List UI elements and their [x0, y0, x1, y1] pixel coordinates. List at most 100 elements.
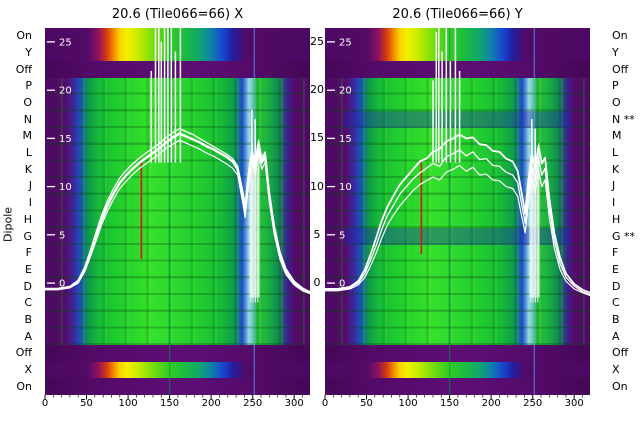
inner-scale-label: 0 [59, 279, 65, 290]
dipole-labels-right: On Y Off P O N ** M L K J I H G ** F E D C B A Off X On [612, 28, 640, 395]
dipole-label-left: X [24, 362, 32, 376]
heatmap-band-purple [325, 344, 590, 362]
x-tick-label: 150 [440, 398, 460, 409]
dipole-label-left: C [24, 296, 32, 310]
inner-scale-label: 10 [339, 182, 352, 193]
dipole-label-left: N [23, 112, 32, 126]
dipole-label-right: A [612, 329, 620, 343]
dipole-label-right: N ** [612, 112, 635, 126]
heatmap-band-rainbow [325, 28, 590, 62]
inner-scale-label: 0 [339, 279, 345, 290]
dipole-label-right: K [612, 162, 620, 176]
dipole-label-left: L [25, 146, 32, 160]
dipole-label-left: On [16, 379, 32, 393]
dipole-label-right: On [612, 379, 628, 393]
dipole-label-right: I [612, 196, 616, 210]
heatmap-band-purple [45, 378, 310, 395]
dipole-label-right: Y [612, 46, 619, 60]
x-tick-label: 300 [564, 398, 584, 409]
heatmap-bands-x [45, 28, 310, 395]
heatmap-panel-y: 25 20 15 10 5 0 [325, 28, 590, 395]
inner-scale-label: 5 [339, 230, 345, 241]
bandpass-curve [45, 139, 310, 295]
x-axis-ticks [44, 395, 583, 400]
dipole-labels-left: On Y Off P O N M L K J I H G F E D C B A Off X On [0, 28, 32, 395]
dipole-label-left: K [24, 162, 32, 176]
x-tick-label: 50 [360, 398, 373, 409]
inner-scale-label: 20 [59, 86, 72, 97]
overlay-curves-x: 25 20 15 10 5 0 [45, 28, 310, 395]
dipole-label-left: Off [15, 62, 32, 76]
dipole-label-right: J [612, 179, 616, 193]
overlay-curves-y: 25 20 15 10 5 0 [325, 28, 590, 395]
x-tick-label: 200 [481, 398, 501, 409]
dipole-label-left: E [25, 262, 32, 276]
bandpass-curve [45, 128, 310, 293]
x-tick-label: 150 [160, 398, 180, 409]
dipole-label-right: E [612, 262, 619, 276]
x-tick-label: 100 [118, 398, 138, 409]
dipole-label-left: Y [25, 46, 32, 60]
scale-tick-label: 5 [313, 227, 321, 241]
inner-scale-label: 25 [59, 37, 72, 48]
x-tick-label: 200 [201, 398, 221, 409]
flagged-row-overlay [343, 228, 572, 245]
heatmap-band-rainbow [45, 361, 310, 379]
inner-scale-label: 15 [59, 134, 72, 145]
heatmap-bands-y [325, 28, 590, 395]
flagged-row-overlay [343, 111, 572, 129]
dipole-label-right: M [612, 129, 622, 143]
inner-scale-label: 15 [339, 134, 352, 145]
plot-title-y: 20.6 (Tile066=66) Y [392, 7, 523, 22]
dipole-label-right: F [612, 246, 619, 260]
bandpass-curve [325, 164, 590, 297]
inner-scale-label: 25 [339, 37, 352, 48]
x-tick-label: 100 [398, 398, 418, 409]
dipole-label-right: B [612, 312, 620, 326]
dipole-label-left: On [16, 29, 32, 43]
inner-scale-label: 10 [59, 182, 72, 193]
dipole-label-right: G ** [612, 229, 636, 243]
plot-title-x: 20.6 (Tile066=66) X [111, 7, 244, 22]
dipole-label-right: X [612, 362, 620, 376]
inner-scale-label: 5 [59, 230, 65, 241]
dipole-label-right: Off [612, 346, 629, 360]
heatmap-band-green [325, 78, 590, 345]
bandpass-curve [325, 133, 590, 294]
heatmap-band-rainbow [325, 361, 590, 379]
dipole-label-left: G [23, 229, 32, 243]
scale-tick-label: 20 [310, 83, 324, 97]
heatmap-band-green [45, 78, 310, 345]
dipole-label-left: B [24, 312, 32, 326]
dipole-label-right: L [612, 146, 619, 160]
dipole-label-left: A [24, 329, 32, 343]
bandpass-curve [325, 149, 590, 296]
scale-tick-label: 25 [310, 34, 324, 48]
scale-tick-label: 0 [313, 276, 321, 290]
x-tick-label: 0 [321, 398, 329, 409]
dipole-label-right: Off [612, 62, 629, 76]
dipole-label-right: H [612, 212, 621, 226]
x-tick-label: 300 [284, 398, 304, 409]
heatmap-band-purple [325, 61, 590, 79]
dipole-label-left: P [25, 79, 32, 93]
dipole-label-left: F [25, 246, 32, 260]
dipole-label-left: M [22, 129, 33, 143]
dipole-label-left: Off [15, 346, 32, 360]
x-tick-label: 250 [243, 398, 263, 409]
dipole-label-right: O [612, 96, 621, 110]
dipole-label-left: O [23, 96, 32, 110]
heatmap-band-purple [325, 378, 590, 395]
inner-scale-label: 20 [339, 86, 352, 97]
x-tick-label: 0 [41, 398, 49, 409]
heatmap-band-purple [45, 61, 310, 79]
dipole-label-right: D [612, 279, 621, 293]
scale-tick-label: 15 [310, 131, 324, 145]
scale-tick-label: 10 [310, 179, 324, 193]
dipole-label-left: D [23, 279, 32, 293]
dipole-label-right: C [612, 296, 620, 310]
dipole-label-left: H [23, 212, 32, 226]
bandpass-curve [45, 132, 310, 294]
x-tick-label: 250 [523, 398, 543, 409]
